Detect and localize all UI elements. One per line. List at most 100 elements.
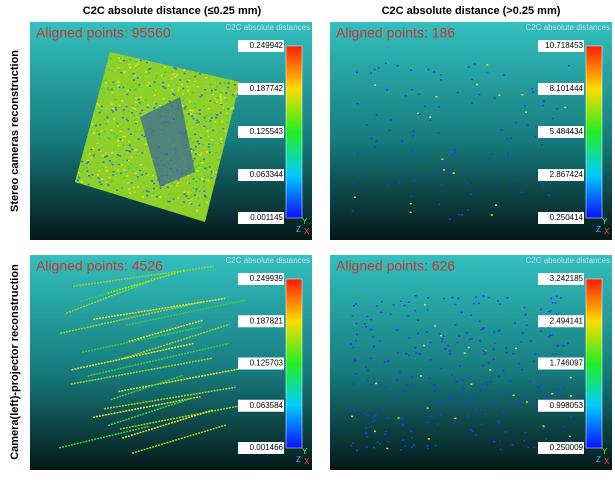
- point: [411, 446, 413, 448]
- point: [150, 159, 152, 161]
- point: [80, 173, 82, 175]
- point: [503, 411, 505, 413]
- point: [197, 170, 199, 172]
- point: [158, 194, 160, 196]
- point: [470, 314, 472, 316]
- point: [232, 86, 234, 88]
- point: [106, 117, 108, 119]
- point: [137, 186, 139, 188]
- point: [193, 118, 195, 120]
- point: [570, 416, 572, 418]
- point: [203, 190, 205, 192]
- point: [417, 333, 419, 335]
- point: [526, 399, 528, 401]
- point: [189, 94, 191, 96]
- point: [138, 84, 140, 86]
- point: [171, 71, 173, 73]
- point: [112, 170, 114, 172]
- point: [150, 83, 152, 85]
- point: [509, 380, 511, 382]
- point: [468, 347, 470, 349]
- point: [214, 89, 216, 91]
- point: [191, 196, 193, 198]
- point: [354, 409, 356, 411]
- point: [227, 87, 229, 89]
- axis-x: X: [604, 457, 610, 466]
- point: [111, 110, 113, 112]
- point: [137, 77, 139, 79]
- point: [124, 177, 126, 179]
- point: [178, 87, 180, 89]
- point: [118, 111, 120, 113]
- point: [143, 171, 145, 173]
- point: [203, 163, 205, 165]
- point: [88, 175, 90, 177]
- point: [222, 95, 224, 97]
- point: [188, 99, 190, 101]
- point: [200, 135, 202, 137]
- point: [163, 98, 165, 100]
- point: [495, 204, 497, 206]
- aligned-points-label: Aligned points: 95560: [36, 25, 171, 41]
- point: [540, 183, 542, 185]
- point: [570, 377, 572, 379]
- point: [182, 88, 184, 90]
- point: [468, 377, 470, 379]
- point: [151, 62, 153, 64]
- point: [371, 138, 373, 140]
- point: [411, 383, 413, 385]
- point: [228, 82, 230, 84]
- point: [475, 296, 477, 298]
- point: [224, 128, 226, 130]
- point: [187, 182, 189, 184]
- color-bar-tick: 0.187821: [250, 316, 284, 325]
- point: [210, 79, 212, 81]
- point: [203, 126, 205, 128]
- point: [197, 141, 199, 143]
- point: [111, 142, 113, 144]
- point: [122, 144, 124, 146]
- point: [356, 72, 358, 74]
- point: [98, 134, 100, 136]
- point: [454, 149, 456, 151]
- point: [115, 141, 117, 143]
- point: [493, 349, 495, 351]
- point: [90, 157, 92, 159]
- point: [127, 120, 129, 122]
- point: [142, 179, 144, 181]
- point: [153, 183, 155, 185]
- point: [475, 408, 477, 410]
- point: [174, 76, 176, 78]
- point: [85, 184, 87, 186]
- point: [122, 86, 124, 88]
- point: [144, 136, 146, 138]
- point: [188, 113, 190, 115]
- point: [481, 423, 483, 425]
- point: [133, 154, 135, 156]
- point: [365, 427, 367, 429]
- point: [96, 162, 98, 164]
- point: [494, 97, 496, 99]
- aligned-points-label: Aligned points: 186: [336, 25, 455, 41]
- point: [100, 108, 102, 110]
- point: [364, 323, 366, 325]
- point: [100, 150, 102, 152]
- row-header: Camera(left)-projector reconstruction: [9, 264, 21, 460]
- point: [120, 139, 122, 141]
- point: [125, 147, 127, 149]
- point: [216, 114, 218, 116]
- point: [489, 401, 491, 403]
- point: [531, 407, 533, 409]
- point: [89, 163, 91, 165]
- point: [500, 449, 502, 451]
- point: [551, 393, 553, 395]
- point: [436, 423, 438, 425]
- point: [187, 103, 189, 105]
- point: [91, 123, 93, 125]
- point: [367, 380, 369, 382]
- point: [497, 300, 499, 302]
- point: [400, 449, 402, 451]
- point: [130, 164, 132, 166]
- point: [103, 162, 105, 164]
- color-bar-tick: 0.250009: [550, 443, 584, 452]
